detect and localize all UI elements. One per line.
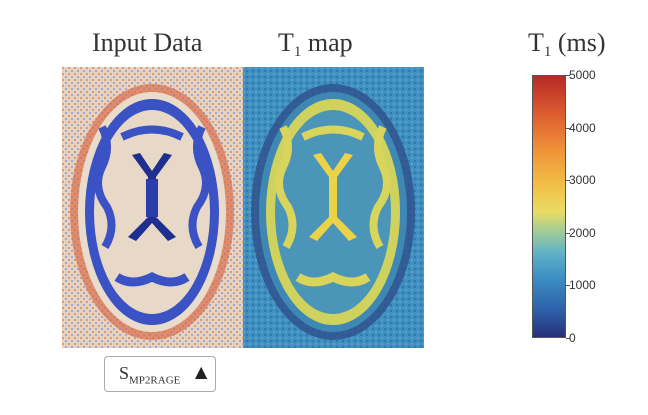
colorbar-tick-mark	[566, 232, 570, 234]
t1-map-title: T1 map	[278, 28, 353, 60]
colorbar-tick-mark	[566, 180, 570, 182]
selector-label: SMP2RAGE	[119, 363, 181, 387]
colorbar-tick-label: 3000	[569, 173, 596, 188]
colorbar-tick-label: 1000	[569, 278, 596, 293]
input-selector-button[interactable]: SMP2RAGE ▲	[104, 356, 216, 392]
t1-map-image[interactable]	[243, 67, 424, 348]
colorbar-title: T1 (ms)	[528, 28, 606, 60]
colorbar-tick-mark	[566, 127, 570, 129]
colorbar	[532, 75, 566, 338]
input-data-title: Input Data	[92, 28, 203, 57]
colorbar-tick-mark	[566, 75, 570, 76]
input-data-image[interactable]	[62, 67, 243, 348]
colorbar-tick-mark	[566, 285, 570, 287]
colorbar-tick-label: 0	[569, 331, 576, 345]
colorbar-tick-label: 4000	[569, 120, 596, 135]
colorbar-tick-label: 2000	[569, 225, 596, 240]
colorbar-tick-mark	[566, 338, 570, 339]
colorbar-tick-label: 5000	[569, 68, 596, 82]
triangle-up-icon: ▲	[195, 362, 208, 381]
